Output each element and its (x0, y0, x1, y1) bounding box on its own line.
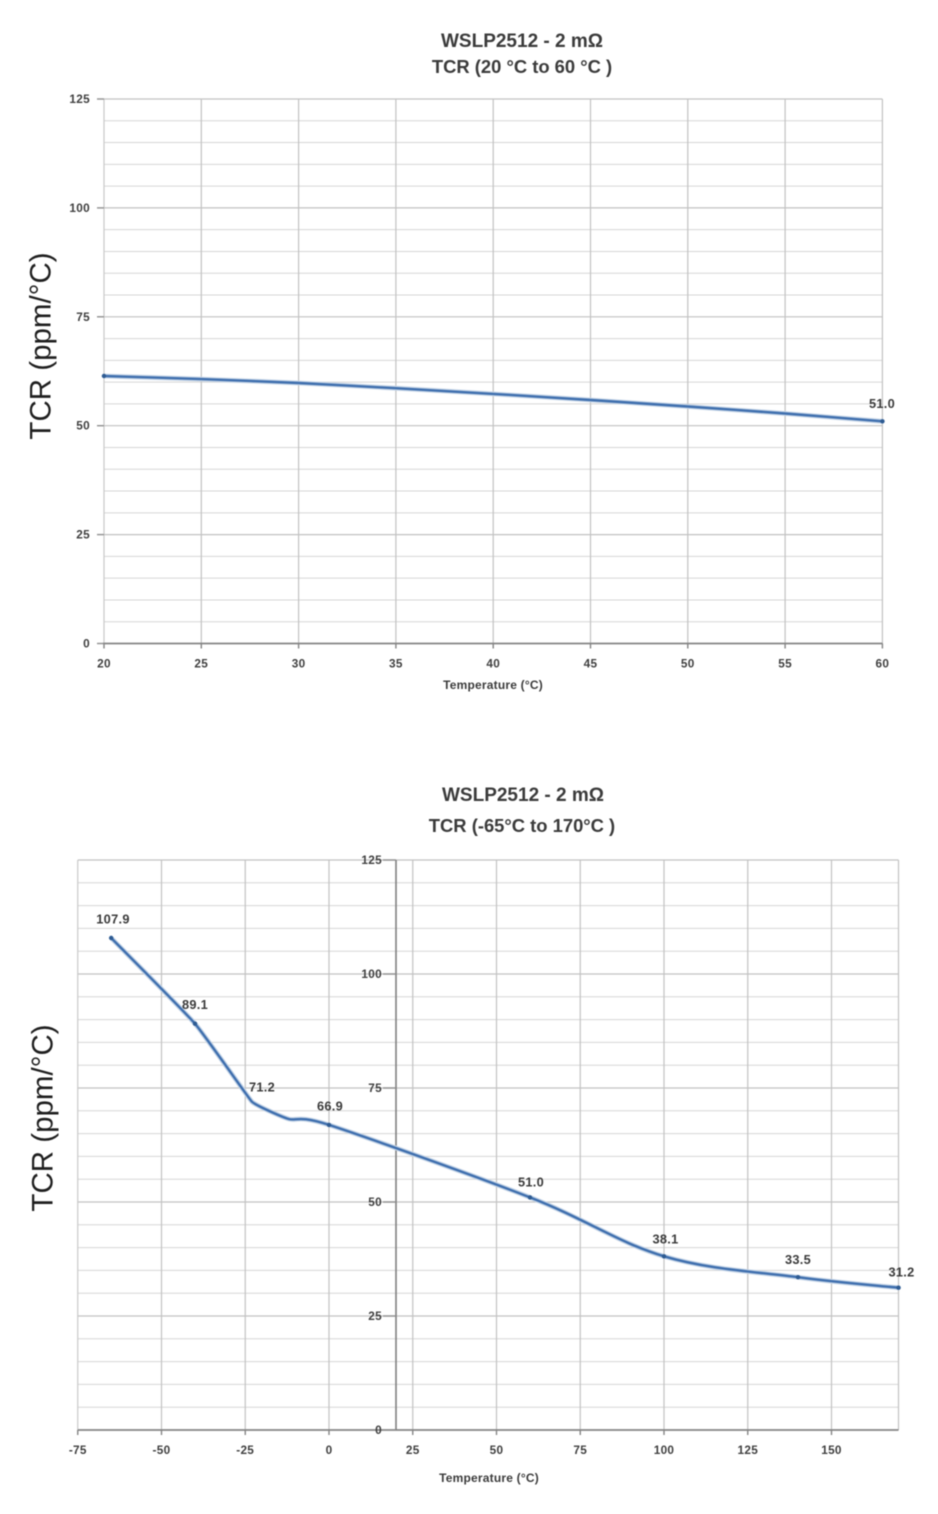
svg-text:WSLP2512 - 2 mΩ: WSLP2512 - 2 mΩ (442, 785, 604, 806)
svg-text:0: 0 (326, 1443, 333, 1457)
svg-text:55: 55 (778, 657, 792, 671)
svg-text:71.2: 71.2 (249, 1080, 275, 1095)
svg-text:Temperature (°C): Temperature (°C) (443, 678, 543, 692)
svg-text:51.0: 51.0 (518, 1175, 544, 1190)
svg-text:-50: -50 (153, 1443, 171, 1457)
svg-text:75: 75 (76, 310, 90, 324)
svg-text:33.5: 33.5 (785, 1252, 811, 1267)
svg-text:100: 100 (654, 1443, 675, 1457)
svg-text:0: 0 (83, 637, 90, 651)
svg-text:-75: -75 (69, 1443, 87, 1457)
svg-text:0: 0 (375, 1423, 382, 1437)
svg-text:TCR (ppm/°C): TCR (ppm/°C) (27, 1024, 60, 1211)
svg-text:25: 25 (406, 1443, 420, 1457)
svg-text:125: 125 (738, 1443, 759, 1457)
svg-text:125: 125 (69, 92, 90, 106)
svg-text:45: 45 (584, 657, 598, 671)
svg-text:Temperature (°C): Temperature (°C) (439, 1471, 539, 1485)
svg-text:25: 25 (76, 528, 90, 542)
svg-text:WSLP2512 - 2 mΩ: WSLP2512 - 2 mΩ (441, 31, 603, 52)
svg-text:TCR (20 °C to 60 °C ): TCR (20 °C to 60 °C ) (432, 56, 612, 77)
svg-text:25: 25 (368, 1309, 382, 1323)
svg-text:35: 35 (389, 657, 403, 671)
svg-text:TCR (-65°C to 170°C ): TCR (-65°C to 170°C ) (429, 815, 615, 836)
svg-text:40: 40 (486, 657, 500, 671)
svg-text:51.0: 51.0 (869, 396, 895, 411)
svg-text:60: 60 (876, 657, 890, 671)
svg-text:107.9: 107.9 (96, 912, 130, 927)
svg-text:38.1: 38.1 (652, 1232, 678, 1247)
svg-text:30: 30 (292, 657, 306, 671)
svg-text:75: 75 (573, 1443, 587, 1457)
svg-text:66.9: 66.9 (317, 1099, 343, 1114)
svg-text:150: 150 (821, 1443, 842, 1457)
svg-text:100: 100 (361, 967, 382, 981)
svg-text:-25: -25 (236, 1443, 254, 1457)
svg-text:50: 50 (368, 1195, 382, 1209)
svg-text:125: 125 (361, 853, 382, 867)
svg-text:20: 20 (97, 657, 111, 671)
svg-text:TCR (ppm/°C): TCR (ppm/°C) (25, 252, 58, 439)
svg-text:31.2: 31.2 (888, 1265, 914, 1280)
svg-text:100: 100 (69, 201, 90, 215)
svg-text:75: 75 (368, 1081, 382, 1095)
svg-text:25: 25 (194, 657, 208, 671)
svg-text:89.1: 89.1 (182, 997, 208, 1012)
svg-text:50: 50 (681, 657, 695, 671)
svg-text:50: 50 (490, 1443, 504, 1457)
svg-text:50: 50 (76, 419, 90, 433)
